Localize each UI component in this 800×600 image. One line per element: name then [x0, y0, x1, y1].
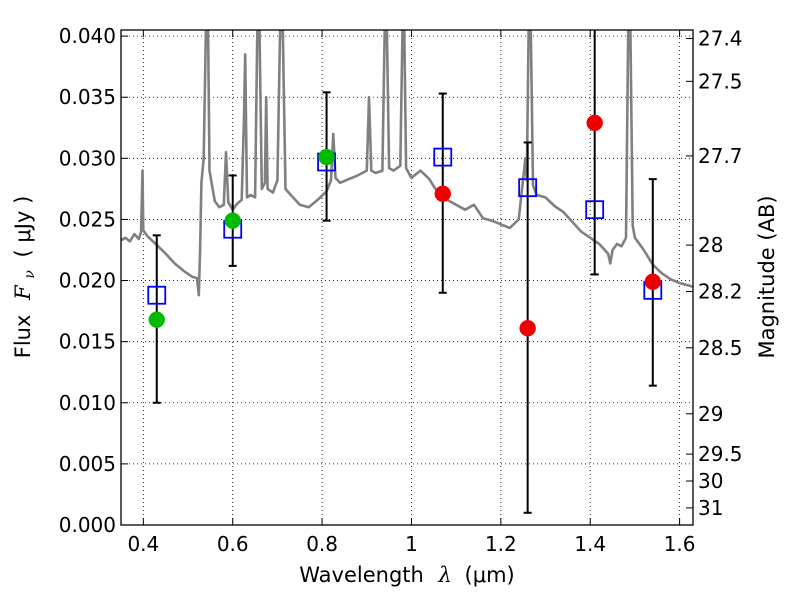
- model-spectrum-line: [121, 30, 693, 297]
- x-tick-label: 0.6: [217, 532, 249, 556]
- y-axis-title: Flux F ν ( μJy ): [11, 196, 39, 359]
- y-tick-label: 0.005: [59, 452, 116, 476]
- observed_nir-point: [519, 319, 536, 337]
- x-tick-label: 0.4: [127, 532, 159, 556]
- grid-lines: [121, 30, 693, 526]
- x-tick-label: 1.2: [485, 532, 517, 556]
- y-tick-label: 0.035: [59, 85, 116, 109]
- observed_optical-point: [318, 148, 335, 166]
- x-tick-label: 1.6: [664, 532, 696, 556]
- magnitude-tick-label: 28: [698, 233, 723, 257]
- observed_nir-point: [644, 273, 662, 291]
- y-tick-label: 0.030: [59, 146, 116, 170]
- data-markers: [147, 114, 663, 337]
- observed_nir-point: [434, 185, 451, 203]
- model-photometry-square: [433, 147, 453, 167]
- y-tick-label: 0.000: [59, 513, 116, 537]
- x-tick-label: 1.4: [574, 532, 606, 556]
- x-axis-title: Wavelength λ (μm): [299, 563, 514, 587]
- y2-axis-title: Magnitude (AB): [755, 195, 779, 358]
- observed_nir-point: [586, 114, 603, 132]
- y-tick-label: 0.010: [59, 391, 116, 415]
- magnitude-tick-label: 27.4: [698, 27, 743, 51]
- y-tick-label: 0.025: [59, 207, 116, 231]
- magnitude-tick-label: 28.5: [698, 336, 743, 360]
- model-photometry-square: [585, 200, 605, 220]
- y-tick-label: 0.015: [59, 330, 116, 354]
- magnitude-tick-label: 29: [698, 402, 723, 426]
- y-tick-label: 0.040: [59, 24, 116, 48]
- magnitude-tick-label: 28.2: [698, 280, 743, 304]
- magnitude-tick-label: 31: [698, 496, 723, 520]
- observed_optical-point: [148, 311, 165, 328]
- x-tick-label: 0.8: [306, 532, 338, 556]
- model-photometry-square: [518, 178, 538, 198]
- y-tick-label: 0.020: [59, 269, 116, 293]
- plot-area: [121, 30, 693, 297]
- model-photometry-square: [147, 285, 167, 305]
- magnitude-tick-label: 29.5: [698, 442, 743, 466]
- magnitude-tick-label: 30: [698, 469, 723, 493]
- observed_optical-point: [224, 212, 241, 229]
- plot-frame: [120, 29, 694, 526]
- magnitude-tick-label: 27.5: [698, 69, 743, 93]
- magnitude-tick-label: 27.7: [698, 144, 743, 168]
- x-tick-label: 1: [405, 532, 418, 556]
- axis-ticks: 0.4 0.6 0.8 1 1.2 1.4 1.6 0.000 0.005 0.010 0.015 0…: [59, 24, 743, 556]
